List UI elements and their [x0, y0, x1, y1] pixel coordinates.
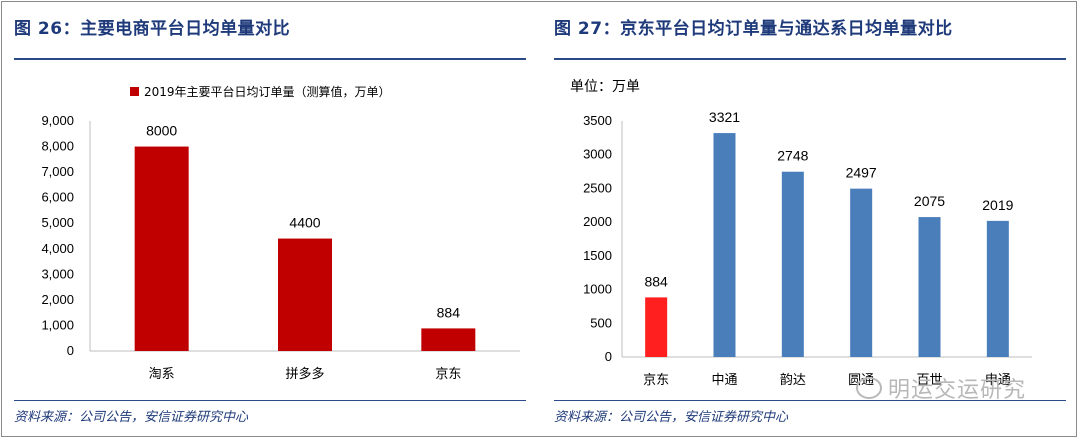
left-title-rule [14, 58, 526, 60]
right-x-tick-label: 京东 [643, 373, 669, 388]
right-x-tick-label: 韵达 [780, 373, 806, 388]
right-data-label: 2075 [914, 193, 945, 209]
right-data-label: 884 [644, 273, 668, 289]
right-y-tick-label: 1000 [583, 282, 612, 297]
right-unit-label: 单位：万单 [570, 79, 640, 95]
right-y-tick-label: 2500 [583, 180, 612, 195]
right-y-tick-label: 0 [605, 349, 612, 364]
left-x-tick-label: 淘系 [149, 367, 175, 382]
left-legend-label: 2019年主要平台日均订单量（测算值，万单） [144, 84, 391, 99]
left-source-note: 资料来源：公司公告，安信证券研究中心 [14, 410, 249, 425]
right-bar [781, 171, 804, 357]
right-bar [918, 217, 941, 357]
right-y-tick-label: 2000 [583, 214, 612, 229]
left-bar [278, 238, 332, 351]
right-bar-chart: 单位：万单 0 500 1000 1500 2000 2500 3000 3500 884 京东 33… [570, 79, 1032, 388]
right-x-tick-label: 中通 [711, 373, 737, 388]
left-y-tick-label: 7,000 [41, 164, 74, 179]
right-data-label: 3321 [709, 109, 740, 125]
right-bar [850, 188, 873, 357]
right-y-tick-label: 3000 [583, 147, 612, 162]
left-y-tick-label: 0 [67, 343, 74, 358]
left-data-label: 8000 [146, 123, 177, 139]
right-title-rule [554, 58, 1066, 60]
watermark-text: 明运交运研究 [888, 378, 1027, 403]
left-y-tick-label: 9,000 [41, 113, 74, 128]
left-x-tick-label: 拼多多 [285, 366, 324, 382]
left-y-tick-label: 3,000 [41, 266, 74, 281]
right-data-label: 2497 [846, 165, 877, 181]
right-y-tick-label: 500 [590, 315, 612, 330]
left-x-tick-label: 京东 [435, 367, 461, 382]
right-source-rule [554, 400, 1066, 401]
right-x-tick-label: 百世 [916, 373, 942, 388]
left-data-label: 884 [437, 304, 461, 320]
left-source-rule [14, 400, 526, 401]
watermark: 明运交运研究 [856, 372, 1026, 404]
left-data-label: 4400 [289, 215, 320, 231]
left-y-tick-label: 5,000 [41, 215, 74, 230]
right-y-tick-label: 3500 [583, 113, 612, 128]
right-data-label: 2019 [982, 197, 1013, 213]
left-legend-swatch [130, 87, 139, 96]
left-figure-title: 图 26：主要电商平台日均单量对比 [14, 19, 291, 39]
right-bar [986, 220, 1009, 357]
left-panel: 图 26：主要电商平台日均单量对比 0 1,000 2,000 3,000 4,000 5… [14, 19, 526, 425]
left-y-tick-label: 1,000 [41, 317, 74, 332]
left-bar [421, 328, 476, 351]
left-y-tick-label: 6,000 [41, 190, 74, 205]
left-y-tick-label: 4,000 [41, 241, 74, 256]
right-data-label: 2748 [777, 148, 808, 164]
right-panel: 图 27：京东平台日均订单量与通达系日均单量对比 单位：万单 0 500 1000 15… [540, 0, 1080, 440]
left-y-tick-label: 8,000 [41, 139, 74, 154]
right-bar [713, 133, 736, 357]
wechat-icon [856, 377, 882, 399]
right-bar [645, 297, 668, 357]
right-y-tick-label: 1500 [583, 248, 612, 263]
right-figure-title: 图 27：京东平台日均订单量与通达系日均单量对比 [554, 19, 953, 39]
right-x-tick-label: 申通 [985, 373, 1011, 388]
left-bar [134, 146, 189, 351]
left-bar-chart: 0 1,000 2,000 3,000 4,000 5,000 6,000 7,000 8,00… [41, 84, 520, 382]
right-source-note: 资料来源：公司公告，安信证券研究中心 [554, 410, 789, 425]
left-y-tick-label: 2,000 [41, 292, 74, 307]
